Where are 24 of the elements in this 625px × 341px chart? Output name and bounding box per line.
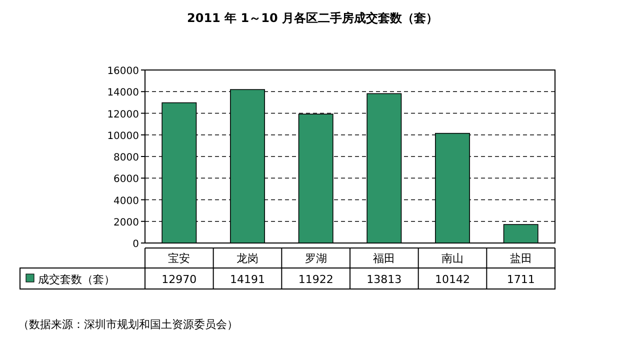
x-tick-label: 龙岗 xyxy=(236,252,258,265)
y-tick-label: 8000 xyxy=(114,152,139,164)
y-tick-label: 16000 xyxy=(107,66,139,77)
y-tick-label: 12000 xyxy=(107,109,139,120)
x-tick-label: 南山 xyxy=(442,252,464,265)
y-tick-label: 6000 xyxy=(114,174,139,186)
x-tick-label: 盐田 xyxy=(510,252,532,265)
y-tick-label: 14000 xyxy=(107,88,139,99)
x-tick-label: 罗湖 xyxy=(304,252,327,265)
data-label: 11922 xyxy=(298,273,334,286)
y-tick-label: 0 xyxy=(132,239,139,250)
data-label: 1711 xyxy=(506,273,535,286)
chart-title: 2011 年 1～10 月各区二手房成交套数（套） xyxy=(187,11,438,25)
y-tick-label: 10000 xyxy=(107,130,139,142)
x-tick-label: 福田 xyxy=(373,252,396,265)
data-label: 14191 xyxy=(230,273,265,286)
text: （数据来源：深圳市规划和国土资源委员会） xyxy=(18,318,238,331)
data-label: 13813 xyxy=(366,273,402,286)
data-label: 10142 xyxy=(435,273,470,286)
x-tick-label: 宝安 xyxy=(168,252,190,265)
y-tick-label: 4000 xyxy=(114,196,139,207)
y-tick-label: 2000 xyxy=(114,217,139,228)
legend-label: 成交套数（套） xyxy=(38,273,115,286)
data-label: 12970 xyxy=(162,273,197,286)
